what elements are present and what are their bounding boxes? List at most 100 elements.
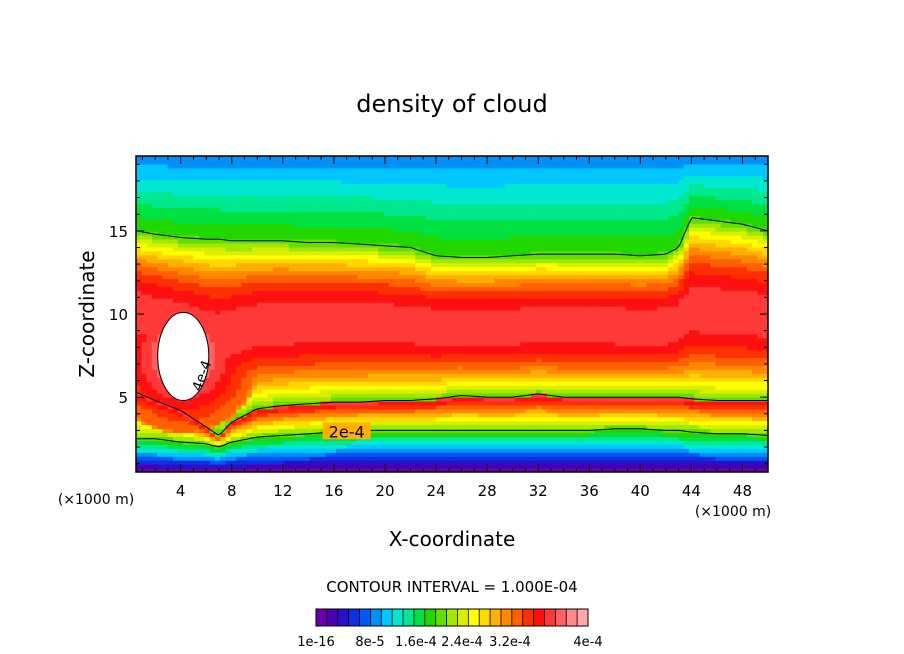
heatmap-cell: [220, 171, 227, 177]
heatmap-cell: [446, 203, 453, 208]
heatmap-cell: [315, 424, 321, 430]
heatmap-cell: [272, 400, 279, 406]
heatmap-cell: [141, 416, 148, 422]
heatmap-cell: [388, 290, 395, 295]
heatmap-cell: [283, 270, 290, 276]
heatmap-cell: [436, 448, 443, 453]
heatmap-cell: [457, 341, 464, 347]
heatmap-cell: [193, 159, 200, 165]
heatmap-cell: [141, 349, 148, 355]
heatmap-cell: [383, 290, 390, 295]
heatmap-cell: [199, 452, 206, 457]
heatmap-cell: [452, 195, 458, 201]
heatmap-cell: [436, 203, 443, 208]
heatmap-cell: [378, 452, 385, 457]
heatmap-cell: [436, 314, 443, 319]
heatmap-cell: [157, 163, 163, 169]
heatmap-cell: [193, 195, 200, 201]
heatmap-cell: [299, 325, 306, 331]
heatmap-cell: [204, 167, 211, 173]
heatmap-cell: [320, 274, 327, 280]
heatmap-cell: [320, 282, 327, 287]
heatmap-cell: [288, 404, 295, 410]
heatmap-cell: [325, 306, 332, 311]
heatmap-cell: [346, 274, 353, 280]
heatmap-cell: [267, 282, 274, 287]
heatmap-cell: [399, 325, 406, 331]
heatmap-cell: [141, 302, 148, 307]
heatmap-cell: [378, 412, 385, 418]
heatmap-cell: [304, 361, 311, 366]
heatmap-cell: [172, 290, 179, 295]
heatmap-cell: [420, 199, 427, 204]
heatmap-cell: [199, 412, 206, 418]
heatmap-cell: [394, 302, 400, 307]
heatmap-cell: [283, 262, 290, 268]
heatmap-cell: [457, 199, 464, 204]
heatmap-cell: [341, 381, 348, 386]
heatmap-cell: [383, 436, 390, 441]
heatmap-cell: [409, 353, 416, 359]
heatmap-cell: [452, 420, 458, 426]
heatmap-cell: [251, 254, 258, 260]
heatmap-cell: [257, 377, 263, 382]
heatmap-cell: [299, 266, 306, 272]
heatmap-cell: [404, 349, 411, 355]
heatmap-cell: [362, 250, 369, 256]
heatmap-cell: [199, 440, 206, 445]
heatmap-cell: [241, 436, 248, 441]
heatmap-cell: [430, 365, 437, 370]
heatmap-cell: [346, 321, 353, 327]
heatmap-cell: [399, 404, 406, 410]
heatmap-cell: [188, 215, 195, 220]
heatmap-cell: [183, 306, 190, 311]
heatmap-cell: [157, 223, 163, 228]
heatmap-cell: [346, 258, 353, 264]
heatmap-cell: [278, 270, 285, 276]
heatmap-cell: [383, 400, 390, 406]
heatmap-cell: [294, 448, 300, 453]
heatmap-cell: [167, 282, 174, 287]
heatmap-cell: [388, 278, 395, 283]
heatmap-cell: [446, 294, 453, 299]
heatmap-cell: [225, 361, 232, 366]
heatmap-cell: [383, 369, 390, 374]
heatmap-cell: [209, 353, 216, 359]
heatmap-cell: [236, 306, 242, 311]
heatmap-cell: [309, 365, 316, 370]
heatmap-cell: [193, 191, 200, 197]
heatmap-cell: [215, 167, 221, 173]
heatmap-cell: [304, 396, 311, 402]
heatmap-cell: [394, 195, 400, 201]
heatmap-cell: [257, 389, 263, 394]
heatmap-cell: [278, 314, 285, 319]
heatmap-cell: [288, 290, 295, 295]
heatmap-cell: [415, 444, 421, 449]
heatmap-cell: [278, 266, 285, 272]
heatmap-cell: [151, 385, 158, 390]
heatmap-cell: [193, 187, 200, 193]
heatmap-cell: [383, 412, 390, 418]
heatmap-cell: [325, 195, 332, 201]
heatmap-cell: [325, 246, 332, 252]
heatmap-cell: [315, 219, 321, 224]
heatmap-cell: [430, 306, 437, 311]
heatmap-cell: [299, 175, 306, 181]
heatmap-cell: [199, 231, 206, 236]
heatmap-cell: [404, 357, 411, 362]
heatmap-cell: [388, 396, 395, 402]
heatmap-cell: [309, 389, 316, 394]
heatmap-cell: [262, 274, 269, 280]
heatmap-cell: [241, 404, 248, 410]
heatmap-cell: [378, 159, 385, 165]
heatmap-cell: [373, 298, 379, 303]
heatmap-cell: [241, 231, 248, 236]
heatmap-cell: [167, 310, 174, 315]
heatmap-cell: [230, 416, 237, 422]
heatmap-cell: [388, 223, 395, 228]
heatmap-cell: [178, 258, 184, 264]
heatmap-cell: [304, 412, 311, 418]
heatmap-cell: [420, 231, 427, 236]
heatmap-cell: [373, 456, 379, 461]
heatmap-cell: [341, 270, 348, 276]
